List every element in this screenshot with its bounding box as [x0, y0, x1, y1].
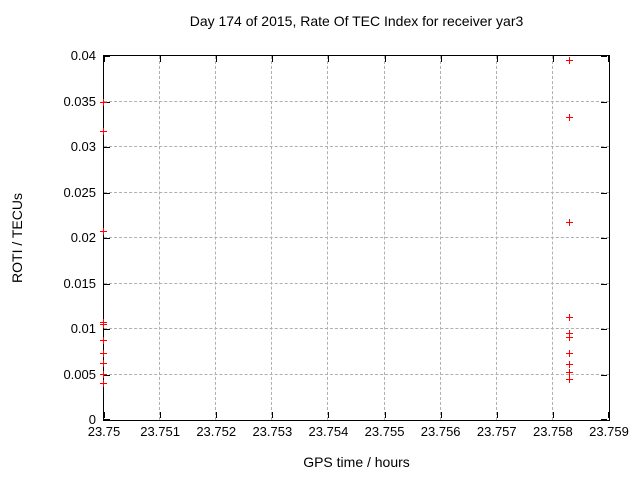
- x-axis-tick: [440, 412, 442, 418]
- x-axis-tick-top: [160, 56, 162, 62]
- y-tick-label: 0.03: [70, 139, 96, 154]
- x-axis-tick-top: [552, 56, 554, 62]
- x-axis-tick-top: [608, 56, 609, 62]
- gridline-vertical: [495, 56, 497, 420]
- x-axis-tick: [328, 412, 330, 418]
- x-tick-label: 23.753: [252, 424, 293, 439]
- data-point-marker: [565, 368, 573, 376]
- y-axis-tick-right: [601, 238, 607, 239]
- gridline-horizontal: [104, 373, 609, 375]
- x-tick-label: 23.75: [87, 424, 121, 439]
- gridline-vertical: [551, 56, 553, 420]
- y-tick-label: 0.005: [63, 366, 96, 382]
- x-axis-tick: [272, 412, 274, 418]
- data-point-marker: [100, 370, 107, 378]
- y-axis-tick: [104, 283, 110, 285]
- x-tick-label: 23.751: [140, 424, 180, 439]
- gridline-vertical: [159, 56, 161, 420]
- y-axis-tick: [104, 147, 110, 148]
- x-axis-tick: [160, 412, 162, 418]
- data-point-marker: [100, 359, 107, 367]
- y-axis-tick-right: [601, 419, 607, 420]
- gridline-horizontal: [104, 237, 609, 238]
- x-tick-label: 23.757: [476, 424, 517, 439]
- y-axis-tick-right: [601, 56, 607, 57]
- data-point-marker: [565, 334, 573, 342]
- x-axis-tick-top: [104, 56, 105, 62]
- chart-title: Day 174 of 2015, Rate Of TEC Index for r…: [189, 13, 524, 29]
- y-axis-tick-right: [601, 101, 607, 103]
- data-point-marker: [565, 314, 573, 322]
- gridline-horizontal: [104, 146, 609, 147]
- x-axis-label: GPS time / hours: [303, 454, 410, 470]
- gridline-horizontal: [104, 100, 609, 102]
- y-tick-label: 0.015: [63, 275, 96, 291]
- y-tick-label: 0.02: [70, 230, 96, 245]
- x-axis-tick: [552, 412, 554, 418]
- x-axis-tick-top: [272, 56, 274, 62]
- plot-area: [100, 55, 610, 421]
- gridline-vertical: [327, 56, 329, 420]
- data-point-marker: [565, 361, 573, 369]
- data-point-marker: [100, 99, 107, 107]
- y-axis-tick-right: [601, 192, 607, 194]
- gridline-vertical: [215, 56, 217, 420]
- x-axis-tick-top: [216, 56, 218, 62]
- data-point-marker: [565, 113, 573, 121]
- data-point-marker: [100, 336, 107, 344]
- gridline-horizontal: [104, 282, 609, 284]
- data-point-marker: [565, 349, 573, 357]
- data-point-marker: [100, 127, 107, 135]
- data-point-marker: [565, 375, 573, 383]
- gridline-horizontal: [104, 328, 609, 329]
- x-axis-tick: [384, 412, 386, 418]
- y-axis-tick: [104, 419, 110, 420]
- x-tick-label: 23.759: [589, 424, 629, 439]
- gridline-vertical: [439, 56, 441, 420]
- y-tick-label: 0.025: [63, 184, 96, 200]
- y-tick-label: 0.01: [70, 321, 96, 336]
- y-axis-tick: [104, 329, 110, 330]
- y-axis-tick-right: [601, 374, 607, 376]
- x-axis-tick: [608, 412, 609, 418]
- data-point-marker: [100, 227, 107, 235]
- x-axis-tick: [496, 412, 498, 418]
- x-tick-label: 23.752: [196, 424, 237, 439]
- y-axis-tick: [104, 192, 110, 194]
- y-axis-tick-right: [601, 147, 607, 148]
- x-axis-tick-top: [328, 56, 330, 62]
- data-point-marker: [565, 219, 573, 227]
- y-axis-tick: [104, 101, 110, 103]
- data-point-marker: [100, 321, 107, 329]
- x-axis-tick-top: [496, 56, 498, 62]
- data-point-marker: [565, 329, 573, 337]
- x-tick-label: 23.758: [532, 424, 573, 439]
- x-axis-tick-top: [440, 56, 442, 62]
- x-tick-label: 23.755: [364, 424, 405, 439]
- x-tick-label: 23.754: [308, 424, 349, 439]
- gridline-vertical: [383, 56, 385, 420]
- x-tick-label: 23.756: [420, 424, 461, 439]
- data-point-marker: [565, 56, 573, 64]
- data-point-marker: [100, 379, 107, 387]
- y-axis-tick: [104, 238, 110, 239]
- y-axis-tick-right: [601, 283, 607, 285]
- gridline-horizontal: [104, 191, 609, 193]
- x-axis-tick-top: [384, 56, 386, 62]
- y-tick-label: 0: [88, 412, 96, 427]
- data-point-marker: [100, 350, 107, 358]
- y-axis-tick: [104, 56, 110, 57]
- x-axis-tick: [104, 412, 105, 418]
- y-axis-tick-right: [601, 329, 607, 330]
- y-axis-tick: [104, 374, 110, 376]
- y-tick-label: 0.035: [63, 93, 96, 109]
- y-axis-label: ROTI / TECUs: [9, 193, 25, 283]
- gridline-vertical: [271, 56, 273, 420]
- x-axis-tick: [216, 412, 218, 418]
- y-tick-label: 0.04: [70, 48, 96, 63]
